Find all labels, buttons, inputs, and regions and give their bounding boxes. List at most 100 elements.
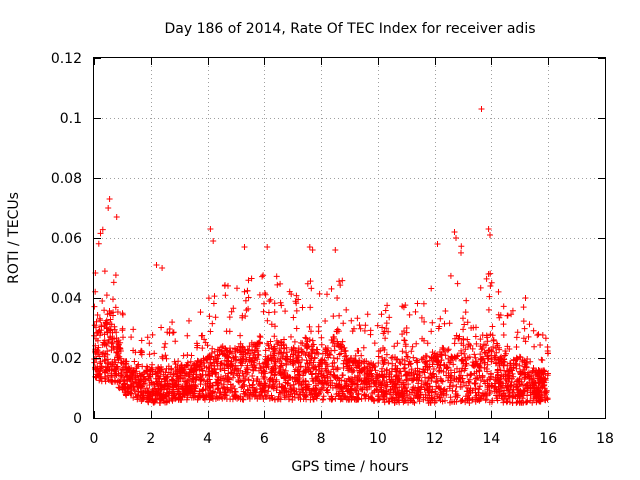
data-point xyxy=(91,303,98,310)
data-point xyxy=(447,367,454,374)
data-point xyxy=(458,243,465,250)
data-point xyxy=(384,302,391,309)
data-point xyxy=(458,249,464,256)
data-point xyxy=(186,317,192,324)
data-point xyxy=(446,385,453,392)
data-point xyxy=(200,377,207,384)
data-point xyxy=(409,343,416,350)
data-point xyxy=(535,371,542,378)
data-point xyxy=(304,280,311,287)
data-point xyxy=(228,308,235,315)
data-point xyxy=(522,338,529,345)
x-tick-label: 10 xyxy=(369,431,387,447)
data-point xyxy=(463,297,470,304)
data-point xyxy=(477,336,484,343)
data-point xyxy=(334,364,341,371)
data-point xyxy=(180,375,187,382)
data-point xyxy=(460,360,467,367)
data-point xyxy=(262,347,269,354)
data-point xyxy=(172,338,179,345)
data-point xyxy=(333,328,340,335)
data-point xyxy=(281,394,288,401)
data-point xyxy=(299,356,305,363)
data-point xyxy=(200,386,207,393)
data-point xyxy=(268,321,275,328)
data-point xyxy=(473,340,480,347)
data-point xyxy=(463,388,470,395)
data-point xyxy=(118,369,125,376)
data-point xyxy=(356,322,363,329)
data-point xyxy=(453,391,460,397)
data-point xyxy=(112,304,119,311)
data-point xyxy=(223,328,230,335)
data-point xyxy=(307,368,314,375)
data-point xyxy=(504,343,511,350)
data-point xyxy=(486,387,493,394)
data-point xyxy=(422,359,428,366)
data-point xyxy=(138,337,145,344)
data-point xyxy=(146,382,153,388)
data-point xyxy=(368,396,375,403)
data-point xyxy=(188,388,195,395)
data-point xyxy=(347,355,354,362)
data-point xyxy=(462,309,469,316)
data-point xyxy=(513,383,520,390)
data-point xyxy=(289,396,296,403)
data-point xyxy=(360,366,367,373)
y-tick-label: 0 xyxy=(73,411,82,427)
data-point xyxy=(358,352,365,359)
data-point xyxy=(397,360,404,367)
data-point xyxy=(320,372,327,379)
x-tick-label: 4 xyxy=(203,431,212,447)
data-point xyxy=(220,384,227,391)
data-point xyxy=(400,304,407,311)
data-point xyxy=(271,309,278,315)
data-point xyxy=(360,381,366,388)
data-point xyxy=(260,272,267,279)
data-point xyxy=(320,393,327,400)
data-point xyxy=(533,397,540,404)
data-point xyxy=(341,344,348,351)
data-point xyxy=(520,318,527,325)
y-tick-labels: 0 0.02 0.04 0.06 0.08 0.1 0.12 xyxy=(51,51,82,427)
data-point xyxy=(210,238,217,244)
data-point xyxy=(277,355,284,362)
data-point xyxy=(245,294,252,301)
data-point xyxy=(374,386,381,393)
data-point xyxy=(295,376,301,383)
data-point xyxy=(437,397,444,404)
data-point xyxy=(486,293,493,300)
data-point xyxy=(451,340,458,347)
data-point xyxy=(379,357,386,364)
data-point xyxy=(492,376,499,383)
data-point xyxy=(158,324,165,331)
data-point xyxy=(190,362,197,369)
data-point xyxy=(94,330,101,336)
data-point xyxy=(334,355,341,362)
data-point xyxy=(260,308,267,315)
data-point xyxy=(237,349,244,356)
data-point xyxy=(337,350,344,357)
data-point xyxy=(101,268,108,275)
data-point xyxy=(369,373,376,380)
data-point xyxy=(315,370,322,377)
data-point xyxy=(502,393,509,400)
data-point xyxy=(290,351,296,358)
data-point xyxy=(461,367,468,374)
data-point xyxy=(343,352,350,359)
data-point xyxy=(477,343,484,350)
data-point xyxy=(378,311,385,318)
x-tick-label: 6 xyxy=(260,431,269,447)
data-point xyxy=(464,319,471,326)
data-point xyxy=(538,379,545,386)
data-point xyxy=(429,355,436,362)
data-point xyxy=(322,318,329,324)
data-point xyxy=(270,383,277,390)
data-point xyxy=(188,352,195,359)
data-point xyxy=(335,375,341,382)
data-point xyxy=(214,346,221,353)
data-point xyxy=(295,394,302,401)
data-point xyxy=(293,292,300,299)
data-point xyxy=(159,355,166,362)
